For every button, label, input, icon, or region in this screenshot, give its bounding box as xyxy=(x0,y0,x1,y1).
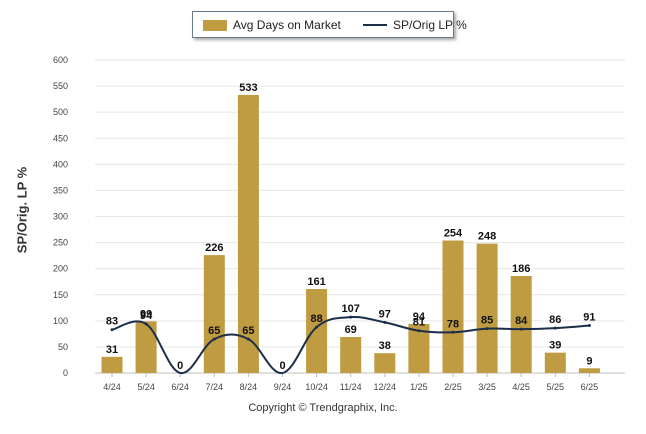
y-tick-label: 450 xyxy=(53,133,68,143)
line-point xyxy=(110,328,114,332)
legend-bar-label: Avg Days on Market xyxy=(233,18,341,32)
bar-series xyxy=(101,94,600,374)
line-value-label: 65 xyxy=(242,325,254,337)
line-point xyxy=(417,329,421,333)
line-value-label: 107 xyxy=(342,303,360,315)
x-tick-label: 6/25 xyxy=(581,382,599,392)
bar-3-25 xyxy=(476,243,498,373)
bar-5-24 xyxy=(135,321,157,373)
line-data-labels: 83 94 65 65 88 107 97 81 78 85 84 86 91 xyxy=(106,303,596,337)
legend-line-label: SP/Orig LP % xyxy=(393,18,467,32)
x-tick-label: 11/24 xyxy=(340,382,362,392)
y-tick-label: 150 xyxy=(53,290,68,300)
line-point xyxy=(451,330,455,334)
x-tick-label: 5/24 xyxy=(137,382,155,392)
bar-4-24 xyxy=(101,356,123,373)
line-point xyxy=(349,315,353,319)
bar-2-25 xyxy=(442,240,464,373)
bar-value-label: 248 xyxy=(478,231,496,243)
y-tick-label: 200 xyxy=(53,264,68,274)
bar-1-25 xyxy=(408,323,430,373)
line-point xyxy=(144,322,148,326)
legend-line-swatch xyxy=(363,24,387,26)
x-tick-label: 9/24 xyxy=(274,382,292,392)
y-tick-label: 0 xyxy=(63,368,68,378)
line-value-label: 85 xyxy=(481,315,493,327)
line-series xyxy=(110,315,591,375)
bar-value-label: 161 xyxy=(307,276,325,288)
x-tick-label: 3/25 xyxy=(478,382,496,392)
line-point xyxy=(212,337,216,341)
line-point xyxy=(553,326,557,330)
line-point xyxy=(315,325,319,329)
bar-data-labels: 31 99 0 226 533 0 161 69 38 94 254 248 186 39 9 xyxy=(106,82,593,372)
line-value-label: 83 xyxy=(106,316,118,328)
bar-6-25 xyxy=(578,368,600,373)
x-tick-label: 7/24 xyxy=(206,382,224,392)
bar-value-label: 533 xyxy=(239,82,257,94)
y-tick-label: 600 xyxy=(53,55,68,65)
line-value-label: 86 xyxy=(549,314,561,326)
y-tick-label: 350 xyxy=(53,185,68,195)
x-axis-labels: 4/24 5/24 6/24 7/24 8/24 9/24 10/24 11/24 12/24 1… xyxy=(103,373,598,392)
bar-value-label: 254 xyxy=(444,227,463,239)
bar-value-label: 226 xyxy=(205,242,223,254)
line-value-label: 65 xyxy=(208,325,220,337)
bar-value-label: 94 xyxy=(413,311,426,323)
line-point xyxy=(383,320,387,324)
line-value-label: 78 xyxy=(447,318,459,330)
bar-8-24 xyxy=(237,94,259,374)
line-point xyxy=(519,327,523,331)
line-value-label: 88 xyxy=(310,313,322,325)
bar-4-25 xyxy=(510,275,532,373)
bar-11-24 xyxy=(340,337,362,373)
line-value-label: 84 xyxy=(515,315,528,327)
legend-bar-swatch xyxy=(203,20,227,31)
x-tick-label: 12/24 xyxy=(374,382,397,392)
bar-value-label: 9 xyxy=(586,355,592,367)
x-tick-label: 6/24 xyxy=(171,382,189,392)
x-tick-label: 4/25 xyxy=(512,382,530,392)
chart-grid xyxy=(95,59,625,374)
y-tick-label: 50 xyxy=(58,342,68,352)
y-tick-label: 100 xyxy=(53,316,68,326)
y-tick-label: 550 xyxy=(53,81,68,91)
bar-value-label: 38 xyxy=(379,340,391,352)
bar-value-label: 39 xyxy=(549,340,561,352)
bar-value-label: 99 xyxy=(140,308,152,320)
bar-7-24 xyxy=(203,255,225,373)
x-tick-label: 10/24 xyxy=(305,382,328,392)
bar-value-label: 186 xyxy=(512,263,530,275)
line-value-label: 91 xyxy=(583,312,595,324)
chart-legend: Avg Days on Market SP/Orig LP % xyxy=(192,11,467,38)
x-tick-label: 5/25 xyxy=(547,382,565,392)
bar-12-24 xyxy=(374,353,396,373)
y-tick-label: 500 xyxy=(53,107,68,117)
y-axis-ticks: 0 50 100 150 200 250 300 350 400 450 500 550 600 xyxy=(53,55,68,378)
bar-5-25 xyxy=(544,352,566,373)
y-tick-label: 300 xyxy=(53,212,68,222)
x-tick-label: 1/25 xyxy=(410,382,428,392)
line-point xyxy=(246,337,250,341)
y-axis-title: SP/Orig. LP % xyxy=(14,166,30,254)
copyright-text: Copyright © Trendgraphix, Inc. xyxy=(248,402,398,414)
line-value-label: 81 xyxy=(413,317,425,329)
bar-value-label: 69 xyxy=(345,324,357,336)
line-value-label: 94 xyxy=(140,310,153,322)
bar-value-label: 0 xyxy=(177,360,183,372)
y-tick-label: 400 xyxy=(53,159,68,169)
bar-value-label: 31 xyxy=(106,344,118,356)
x-tick-label: 8/24 xyxy=(240,382,258,392)
line-point xyxy=(587,324,591,328)
y-tick-label: 250 xyxy=(53,238,68,248)
line-point xyxy=(485,327,489,331)
x-tick-label: 4/24 xyxy=(103,382,121,392)
bar-10-24 xyxy=(306,289,328,373)
x-tick-label: 2/25 xyxy=(444,382,462,392)
line-value-label: 97 xyxy=(379,308,391,320)
bar-value-label: 0 xyxy=(279,360,285,372)
